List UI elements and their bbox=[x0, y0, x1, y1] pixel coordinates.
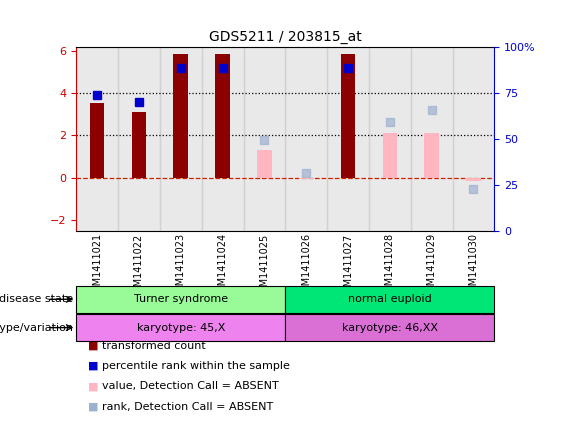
Bar bbox=[453, 47, 494, 231]
Bar bbox=[215, 54, 230, 178]
Bar bbox=[327, 47, 369, 231]
Text: ■: ■ bbox=[88, 381, 98, 391]
Bar bbox=[424, 133, 439, 178]
Bar bbox=[411, 47, 453, 231]
Text: disease state: disease state bbox=[0, 294, 73, 304]
Bar bbox=[90, 102, 105, 178]
Bar bbox=[369, 47, 411, 231]
Title: GDS5211 / 203815_at: GDS5211 / 203815_at bbox=[209, 30, 362, 44]
Bar bbox=[202, 47, 244, 231]
Bar bbox=[76, 314, 285, 341]
Bar bbox=[76, 47, 118, 231]
Bar bbox=[173, 54, 188, 178]
Bar bbox=[341, 54, 355, 178]
Bar bbox=[160, 47, 202, 231]
Text: genotype/variation: genotype/variation bbox=[0, 323, 73, 332]
Bar bbox=[76, 286, 285, 313]
Text: normal euploid: normal euploid bbox=[348, 294, 432, 304]
Bar bbox=[118, 47, 160, 231]
Bar bbox=[466, 178, 481, 181]
Bar bbox=[132, 112, 146, 178]
Bar bbox=[285, 286, 494, 313]
Bar bbox=[285, 47, 327, 231]
Text: value, Detection Call = ABSENT: value, Detection Call = ABSENT bbox=[102, 381, 279, 391]
Text: transformed count: transformed count bbox=[102, 341, 206, 351]
Text: rank, Detection Call = ABSENT: rank, Detection Call = ABSENT bbox=[102, 401, 273, 412]
Text: karyotype: 46,XX: karyotype: 46,XX bbox=[342, 323, 438, 332]
Text: Turner syndrome: Turner syndrome bbox=[134, 294, 228, 304]
Bar bbox=[383, 133, 397, 178]
Bar bbox=[285, 314, 494, 341]
Bar bbox=[244, 47, 285, 231]
Bar bbox=[257, 150, 272, 178]
Text: percentile rank within the sample: percentile rank within the sample bbox=[102, 361, 290, 371]
Text: ■: ■ bbox=[88, 361, 98, 371]
Bar bbox=[299, 178, 314, 179]
Text: ■: ■ bbox=[88, 401, 98, 412]
Text: karyotype: 45,X: karyotype: 45,X bbox=[137, 323, 225, 332]
Text: ■: ■ bbox=[88, 341, 98, 351]
